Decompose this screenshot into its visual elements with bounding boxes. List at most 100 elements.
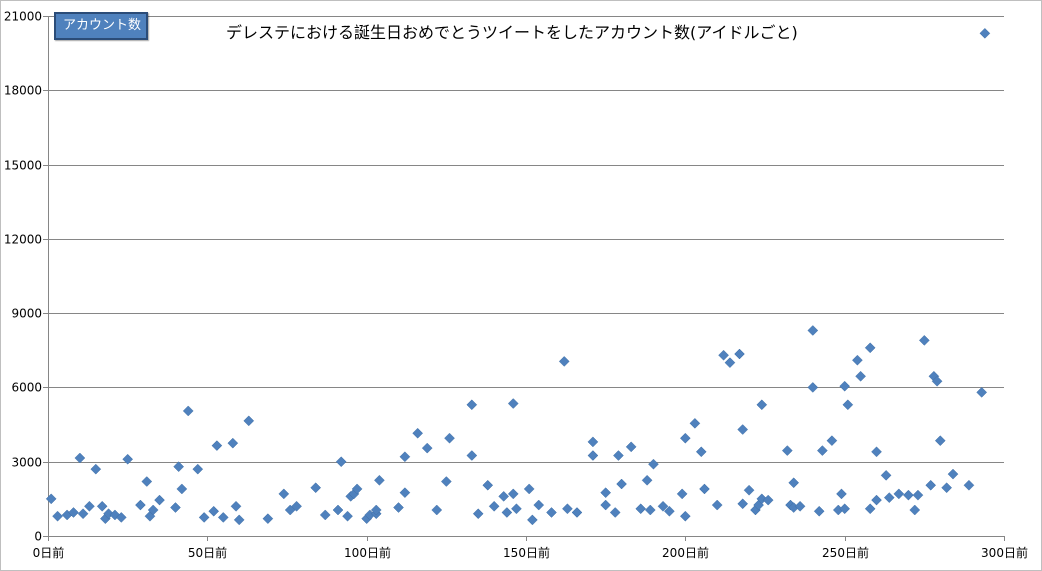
data-point: [374, 474, 385, 486]
data-point: [501, 507, 513, 518]
data-point: [472, 508, 484, 520]
data-point: [871, 446, 882, 458]
data-point: [864, 503, 876, 515]
data-point: [976, 387, 988, 398]
axes: [43, 16, 1005, 541]
data-point: [370, 504, 382, 516]
data-points: [45, 27, 991, 526]
data-point: [737, 424, 749, 435]
x-tick-labels: 0日前 50日前 100日前 150日前 200日前 250日前 300日前: [33, 545, 1028, 560]
x-tick-label: 250日前: [822, 545, 869, 560]
data-point: [84, 500, 95, 512]
data-point: [893, 488, 905, 500]
y-tick-label: 6000: [11, 381, 42, 395]
data-point: [147, 504, 159, 516]
data-point: [676, 488, 688, 500]
data-point: [466, 399, 478, 411]
data-point: [310, 482, 322, 494]
data-point: [918, 335, 930, 346]
data-point: [533, 499, 545, 511]
data-point: [600, 487, 612, 499]
data-point: [871, 494, 882, 506]
data-point: [173, 461, 185, 473]
y-tick-label: 0: [34, 530, 42, 544]
data-point: [699, 483, 710, 495]
data-point: [141, 476, 153, 487]
data-point: [963, 479, 975, 491]
data-point: [176, 483, 188, 495]
data-point: [103, 508, 114, 520]
data-point: [431, 504, 443, 516]
gridlines: [48, 16, 1004, 463]
data-point: [243, 415, 255, 427]
data-point: [342, 510, 353, 522]
y-tick-label: 3000: [11, 456, 42, 470]
data-point: [77, 508, 89, 520]
data-point: [679, 432, 691, 444]
data-point: [839, 503, 851, 515]
data-point: [523, 483, 535, 495]
data-point: [399, 451, 411, 463]
data-point: [743, 484, 755, 496]
legend-label: アカウント数: [54, 12, 148, 40]
data-point: [695, 446, 707, 458]
data-point: [351, 483, 363, 495]
data-point: [644, 504, 656, 516]
data-point: [734, 348, 745, 360]
data-point: [934, 435, 946, 447]
y-tick-labels: 0 3000 6000 9000 12000 15000 18000 21000: [4, 10, 42, 544]
data-point: [689, 417, 701, 429]
data-point: [807, 382, 819, 393]
data-point: [45, 493, 57, 505]
chart-title: デレステにおける誕生日おめでとうツイートをしたアカウント数(アイドルごと): [226, 23, 798, 42]
data-point: [587, 450, 599, 461]
data-point: [864, 342, 876, 354]
data-point: [826, 435, 838, 447]
data-point: [211, 440, 223, 451]
data-point: [794, 500, 806, 512]
data-point: [657, 500, 669, 512]
data-point: [788, 477, 800, 489]
data-point: [562, 503, 573, 515]
data-point: [813, 505, 825, 517]
data-point: [96, 500, 108, 512]
data-point: [208, 505, 220, 517]
data-point: [817, 445, 828, 456]
data-point: [855, 370, 866, 382]
data-point: [909, 504, 921, 516]
data-point: [230, 500, 242, 512]
data-point: [880, 469, 892, 481]
data-point: [52, 510, 63, 522]
data-point: [903, 489, 914, 501]
data-point: [115, 512, 127, 523]
data-point: [587, 436, 599, 448]
data-point: [648, 458, 659, 470]
data-point: [421, 442, 433, 454]
data-point: [488, 500, 500, 512]
data-point: [74, 452, 86, 464]
data-point: [399, 487, 411, 499]
data-point: [192, 463, 204, 475]
data-point: [979, 27, 991, 39]
data-point: [68, 507, 79, 518]
x-tick-label: 300日前: [981, 545, 1028, 560]
data-point: [718, 349, 729, 361]
data-point: [762, 494, 774, 506]
data-point: [571, 507, 583, 518]
x-tick-label: 150日前: [503, 545, 550, 560]
data-point: [332, 504, 344, 516]
y-tick-label: 15000: [4, 159, 42, 173]
data-point: [335, 456, 347, 468]
data-point: [558, 356, 570, 367]
data-point: [641, 474, 653, 486]
data-point: [262, 513, 274, 525]
data-point: [154, 494, 165, 506]
x-tick-label: 200日前: [662, 545, 709, 560]
data-point: [600, 499, 612, 511]
data-point: [931, 375, 943, 387]
data-point: [737, 498, 749, 510]
data-point: [466, 450, 478, 461]
data-point: [527, 514, 538, 526]
data-point: [609, 507, 621, 518]
